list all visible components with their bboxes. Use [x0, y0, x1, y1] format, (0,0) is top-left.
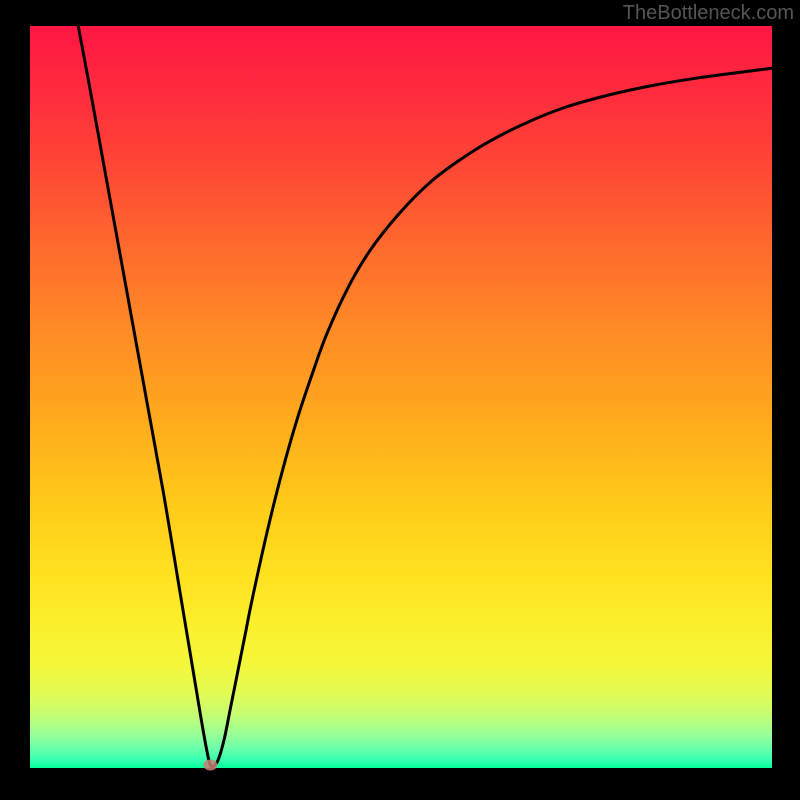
bottleneck-chart: TheBottleneck.com — [0, 0, 800, 800]
chart-svg — [0, 0, 800, 800]
optimal-point-marker — [203, 760, 217, 771]
watermark-text: TheBottleneck.com — [623, 2, 794, 25]
